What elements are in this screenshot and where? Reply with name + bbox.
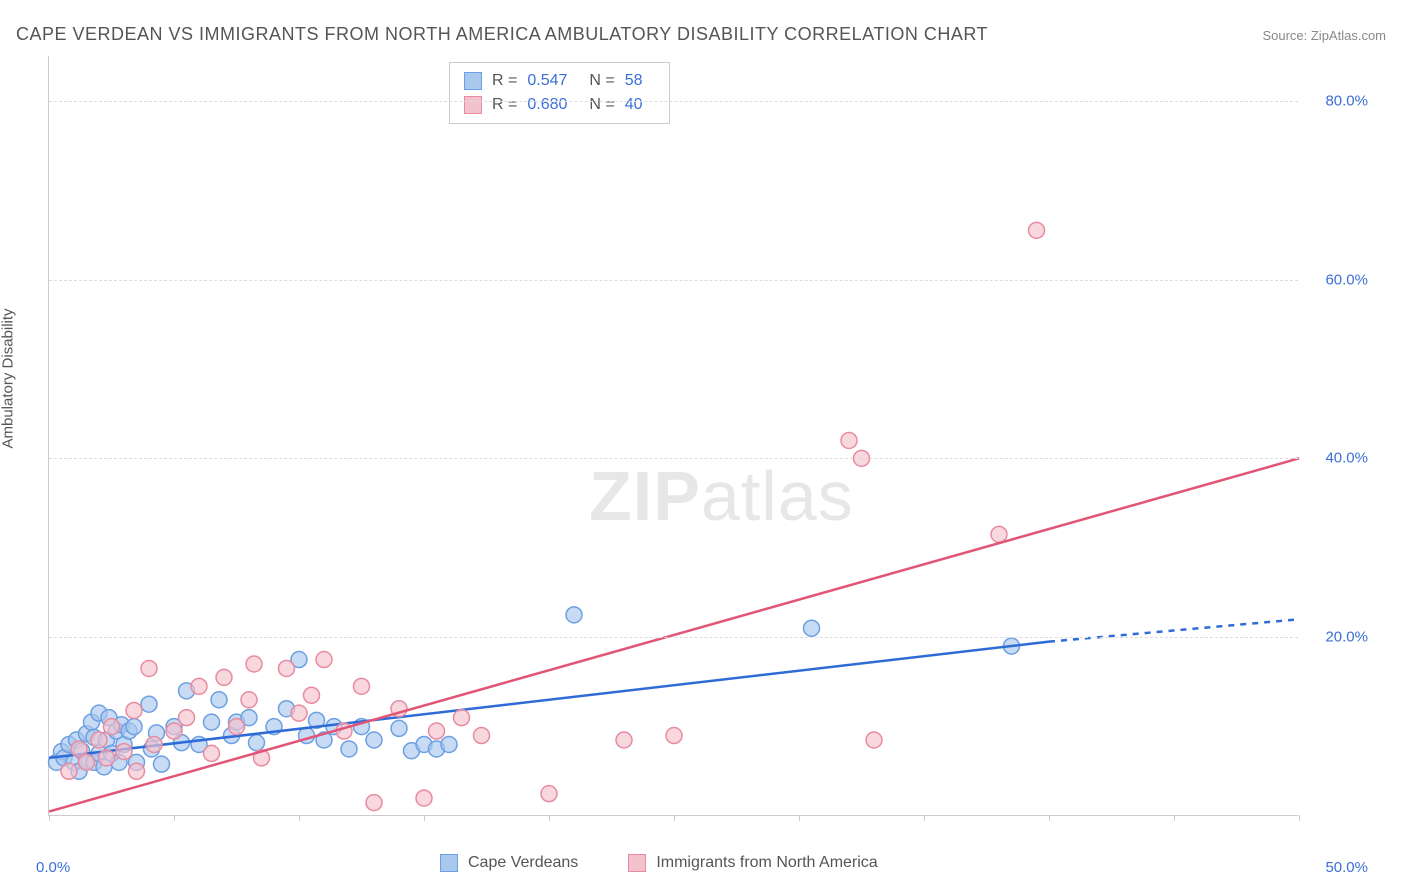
- x-tick-mark: [674, 815, 675, 821]
- data-point: [141, 660, 157, 676]
- legend-swatch: [464, 72, 482, 90]
- x-tick-mark: [549, 815, 550, 821]
- x-tick-mark: [174, 815, 175, 821]
- y-tick-label: 60.0%: [1308, 271, 1368, 288]
- legend-swatch: [464, 96, 482, 114]
- x-tick-mark: [1299, 815, 1300, 821]
- stat-n-label: N =: [589, 69, 614, 93]
- data-point: [429, 723, 445, 739]
- data-point: [116, 744, 132, 760]
- data-point: [566, 607, 582, 623]
- data-point: [211, 692, 227, 708]
- bottom-legend: Cape Verdeans Immigrants from North Ameri…: [440, 854, 878, 872]
- stat-n-label: N =: [589, 93, 614, 117]
- data-point: [79, 754, 95, 770]
- data-point: [99, 750, 115, 766]
- data-point: [216, 669, 232, 685]
- data-point: [541, 786, 557, 802]
- x-tick-max: 50.0%: [1325, 859, 1368, 876]
- data-point: [241, 692, 257, 708]
- data-point: [229, 719, 245, 735]
- plot-area: R =0.547N =58R =0.680N =40 ZIPatlas 20.0…: [48, 56, 1298, 816]
- data-point: [474, 728, 490, 744]
- data-point: [454, 710, 470, 726]
- legend-item: Cape Verdeans: [440, 854, 578, 872]
- legend-item: Immigrants from North America: [628, 854, 877, 872]
- data-point: [1029, 222, 1045, 238]
- x-tick-mark: [1049, 815, 1050, 821]
- data-point: [154, 756, 170, 772]
- data-point: [391, 720, 407, 736]
- x-tick-mark: [799, 815, 800, 821]
- gridline-h: [49, 101, 1298, 102]
- data-point: [991, 526, 1007, 542]
- data-point: [316, 652, 332, 668]
- trend-line-dashed: [1049, 619, 1299, 641]
- data-point: [249, 735, 265, 751]
- stat-r-label: R =: [492, 69, 517, 93]
- gridline-h: [49, 637, 1298, 638]
- data-point: [146, 736, 162, 752]
- y-tick-label: 40.0%: [1308, 450, 1368, 467]
- data-point: [246, 656, 262, 672]
- data-point: [104, 719, 120, 735]
- data-point: [126, 702, 142, 718]
- data-point: [666, 728, 682, 744]
- data-point: [191, 678, 207, 694]
- source-attribution: Source: ZipAtlas.com: [1262, 28, 1386, 43]
- gridline-h: [49, 458, 1298, 459]
- data-point: [166, 723, 182, 739]
- data-point: [61, 763, 77, 779]
- data-point: [279, 660, 295, 676]
- data-point: [304, 687, 320, 703]
- legend-swatch: [628, 854, 646, 872]
- stats-row: R = 0.680 N = 40: [464, 93, 655, 117]
- data-point: [204, 745, 220, 761]
- chart-svg: [49, 56, 1298, 815]
- stat-n-value: 58: [625, 69, 643, 93]
- x-tick-mark: [49, 815, 50, 821]
- trend-line: [49, 642, 1049, 758]
- data-point: [204, 714, 220, 730]
- data-point: [341, 741, 357, 757]
- data-point: [616, 732, 632, 748]
- legend-label: Immigrants from North America: [656, 854, 877, 872]
- stat-n-value: 40: [625, 93, 643, 117]
- data-point: [804, 620, 820, 636]
- data-point: [416, 790, 432, 806]
- data-point: [354, 678, 370, 694]
- stats-legend-box: R = 0.547 N = 58 R = 0.680 N = 40: [449, 62, 670, 124]
- x-tick-mark: [1174, 815, 1175, 821]
- legend-label: Cape Verdeans: [468, 854, 578, 872]
- x-tick-mark: [924, 815, 925, 821]
- legend-swatch: [440, 854, 458, 872]
- stats-row: R = 0.547 N = 58: [464, 69, 655, 93]
- data-point: [129, 763, 145, 779]
- gridline-h: [49, 280, 1298, 281]
- data-point: [366, 732, 382, 748]
- stat-r-value: 0.547: [527, 69, 567, 93]
- stat-r-value: 0.680: [527, 93, 567, 117]
- data-point: [91, 732, 107, 748]
- x-tick-mark: [299, 815, 300, 821]
- stat-r-label: R =: [492, 93, 517, 117]
- data-point: [441, 736, 457, 752]
- data-point: [291, 705, 307, 721]
- y-tick-label: 20.0%: [1308, 629, 1368, 646]
- y-tick-label: 80.0%: [1308, 92, 1368, 109]
- x-tick-min: 0.0%: [36, 859, 70, 876]
- data-point: [179, 710, 195, 726]
- data-point: [866, 732, 882, 748]
- data-point: [141, 696, 157, 712]
- x-tick-mark: [424, 815, 425, 821]
- data-point: [841, 432, 857, 448]
- chart-title: CAPE VERDEAN VS IMMIGRANTS FROM NORTH AM…: [16, 24, 988, 45]
- data-point: [366, 795, 382, 811]
- data-point: [126, 719, 142, 735]
- y-axis-label: Ambulatory Disability: [0, 308, 17, 448]
